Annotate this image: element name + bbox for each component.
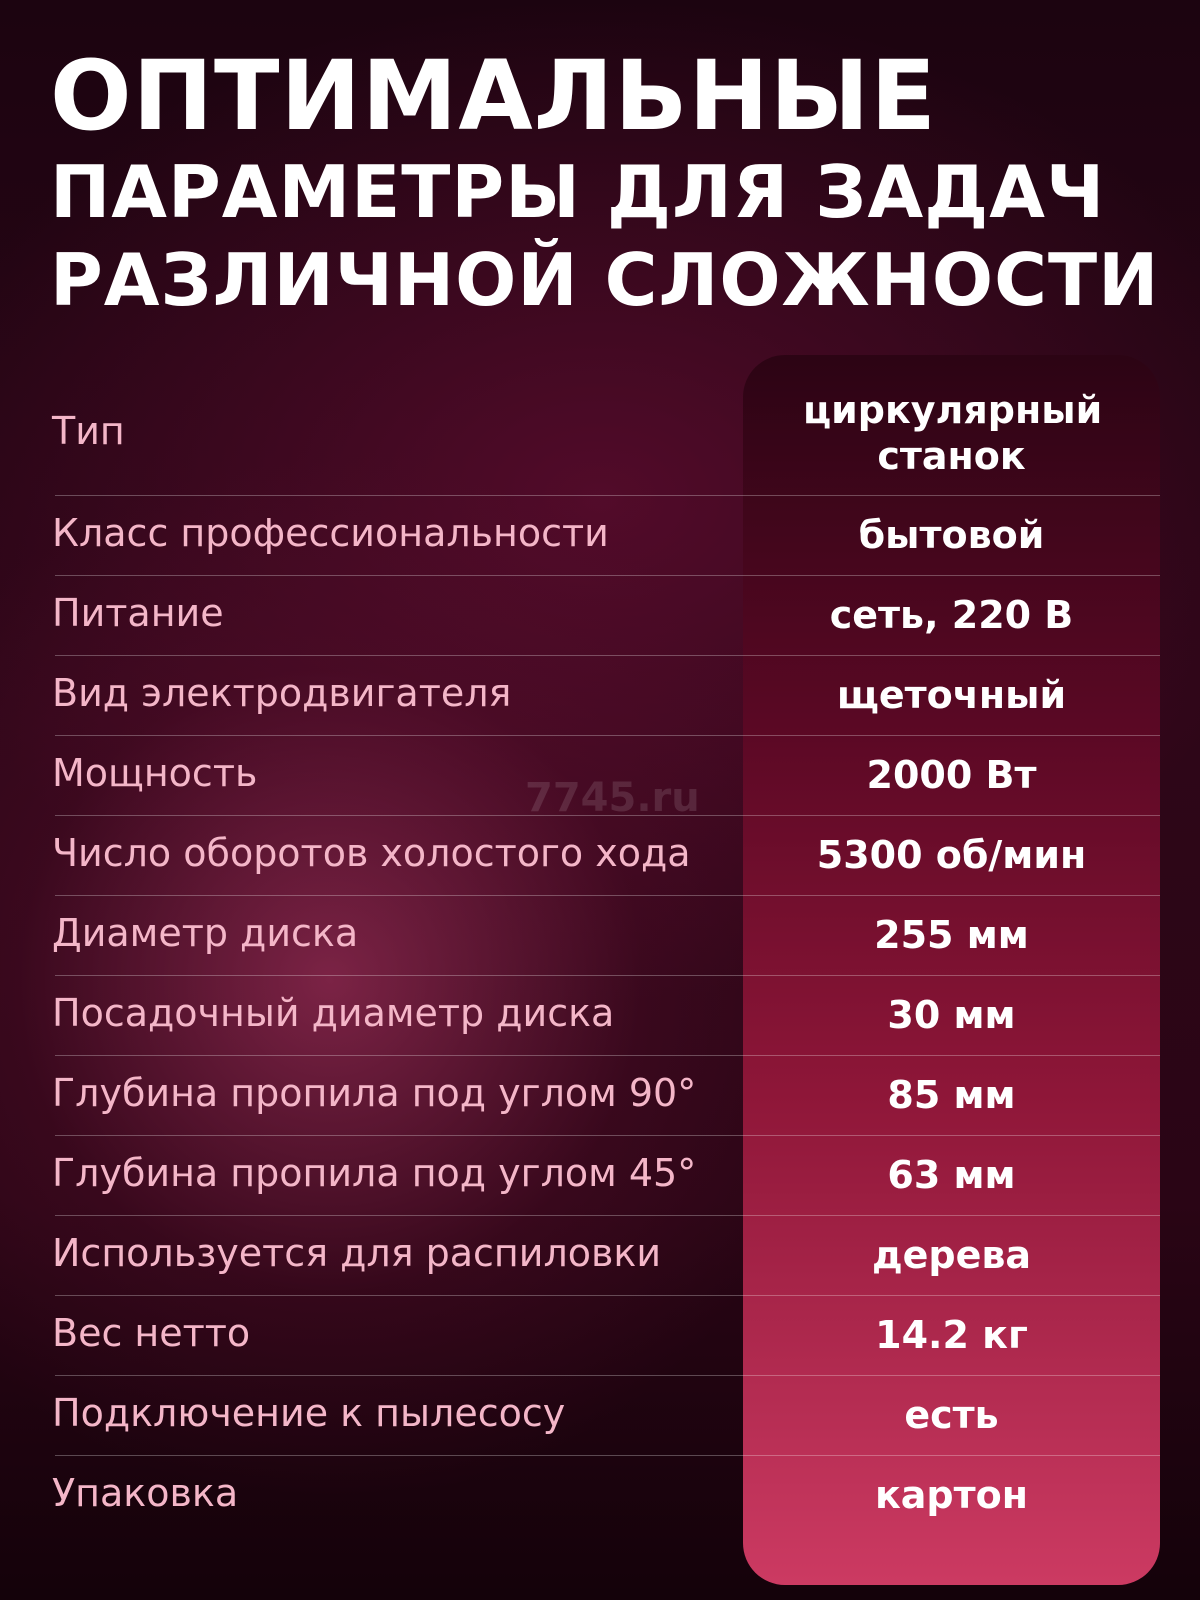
row-separator	[55, 975, 1160, 976]
row-value: щеточный	[836, 673, 1067, 717]
row-separator	[55, 1455, 1160, 1456]
row-value: сеть, 220 В	[829, 593, 1074, 637]
row-label: Число оборотов холостого хода	[52, 831, 691, 875]
row-separator	[55, 815, 1160, 816]
row-value: 63 мм	[887, 1153, 1016, 1197]
row-separator	[55, 1135, 1160, 1136]
row-value: 5300 об/мин	[816, 833, 1087, 877]
row-value: дерева	[871, 1233, 1032, 1277]
row-label: Посадочный диаметр диска	[52, 991, 615, 1035]
row-label: Мощность	[52, 751, 258, 795]
row-value: 2000 Вт	[866, 753, 1037, 797]
row-value: бытовой	[858, 513, 1045, 557]
row-label: Тип	[52, 408, 125, 453]
row-separator	[55, 495, 1160, 496]
row-label: Вид электродвигателя	[52, 671, 512, 715]
title-line: РАЗЛИЧНОЙ СЛОЖНОСТИ	[50, 238, 1160, 322]
row-label: Вес нетто	[52, 1311, 251, 1355]
row-separator	[55, 735, 1160, 736]
row-separator	[55, 1215, 1160, 1216]
row-label: Класс профессиональности	[52, 511, 609, 555]
row-separator	[55, 655, 1160, 656]
row-value: есть	[904, 1393, 999, 1437]
watermark: 7745.ru	[525, 775, 700, 821]
row-label: Упаковка	[52, 1471, 239, 1515]
title-line: ОПТИМАЛЬНЫЕ	[50, 40, 937, 152]
title-line: ПАРАМЕТРЫ ДЛЯ ЗАДАЧ	[50, 150, 1106, 234]
row-value: 255 мм	[874, 913, 1029, 957]
row-label: Диаметр диска	[52, 911, 359, 955]
row-label: Глубина пропила под углом 45°	[52, 1151, 697, 1195]
row-separator	[55, 895, 1160, 896]
row-label: Питание	[52, 591, 224, 635]
row-separator	[55, 1055, 1160, 1056]
row-label: Подключение к пылесосу	[52, 1391, 566, 1435]
row-separator	[55, 575, 1160, 576]
row-separator	[55, 1295, 1160, 1296]
row-value: картон	[874, 1473, 1029, 1517]
row-value: 30 мм	[887, 993, 1016, 1037]
value-column	[743, 355, 1160, 1585]
row-label: Используется для распиловки	[52, 1231, 662, 1275]
row-separator	[55, 1375, 1160, 1376]
row-value: циркулярный станок	[803, 387, 1103, 478]
row-label: Глубина пропила под углом 90°	[52, 1071, 697, 1115]
row-value: 85 мм	[887, 1073, 1016, 1117]
row-value: 14.2 кг	[875, 1313, 1028, 1357]
